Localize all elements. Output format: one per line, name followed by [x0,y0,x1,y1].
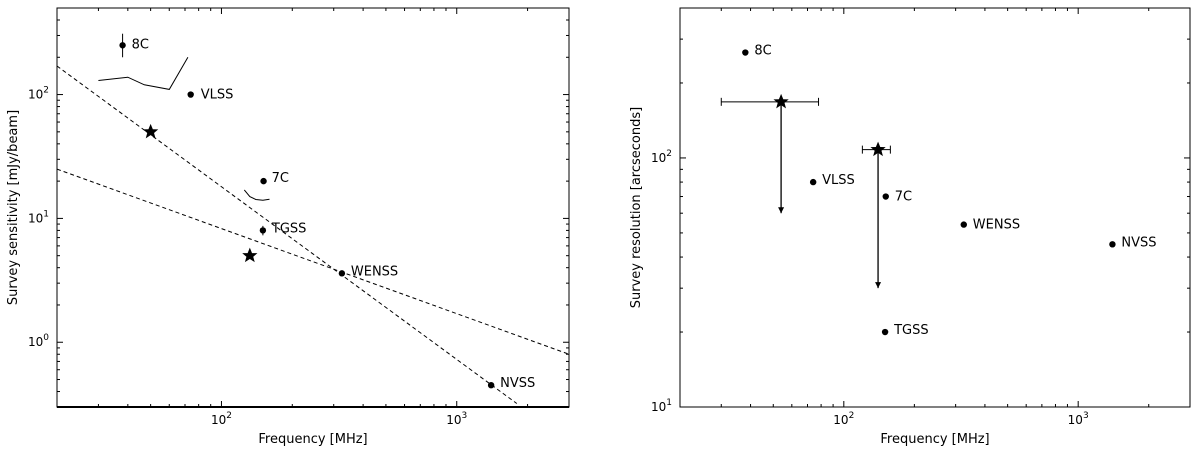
x-tick-label-exponent: 2 [849,411,855,421]
y-tick-label-base: 10 [651,400,666,414]
data-point [338,270,346,277]
x-axis-title: Frequency [MHz] [258,432,367,447]
arrow-head [875,282,882,289]
x-tick-label-base: 10 [833,413,848,427]
x-tick-label: 103 [446,411,467,427]
x-ticks [679,8,1191,407]
sensitivity-curve [243,189,270,201]
star-marker [773,93,789,109]
x-tick-label-exponent: 3 [1083,411,1089,421]
point-label: WENSS [351,264,398,279]
x-tick-label-base: 10 [446,413,461,427]
point-label: 8C [754,44,771,59]
x-ticks [56,8,570,407]
y-tick-label-exponent: 2 [666,149,672,159]
sensitivity-curve [98,57,189,90]
y-tick-label-base: 10 [28,335,43,349]
point-label: WENSS [973,218,1020,233]
arrow-head [778,207,785,214]
point-label: 7C [895,190,912,205]
x-axis-title: Frequency [MHz] [880,432,989,447]
y-ticks [57,7,569,408]
point-label: VLSS [201,88,234,103]
star-marker [870,141,886,157]
data-point [1109,241,1116,248]
y-tick-label: 102 [651,149,672,165]
dashed-fit-line [57,168,569,355]
x-tick-label: 102 [833,411,854,427]
x-tick-label-exponent: 2 [226,411,232,421]
x-tick-label: 102 [211,411,232,427]
data-point [882,193,889,200]
data-point [260,177,267,185]
plot-area [57,33,569,404]
data-point [487,381,495,389]
point-label: TGSS [893,323,929,338]
x-tick-label: 103 [1068,411,1089,427]
data-point [960,221,967,228]
data-point [119,42,126,49]
data-point [809,178,817,186]
y-tick-label: 101 [28,209,49,225]
point-label: NVSS [500,376,535,391]
y-tick-label-exponent: 1 [43,209,49,219]
point-label: 8C [132,37,149,52]
point-label: VLSS [822,173,855,188]
y-tick-label-base: 10 [28,211,43,225]
x-tick-label-base: 10 [211,413,226,427]
point-label: 7C [272,171,289,186]
y-tick-label-base: 10 [651,151,666,165]
data-point [881,328,889,336]
data-point [187,91,194,98]
x-tick-label-base: 10 [1068,413,1083,427]
y-tick-label: 100 [28,333,49,349]
plot-area [720,49,1116,336]
data-point [259,227,267,234]
point-label: TGSS [271,221,307,236]
y-tick-label-exponent: 2 [43,86,49,96]
y-tick-label-base: 10 [28,88,43,102]
y-tick-label-exponent: 0 [43,333,49,343]
star-marker [242,247,258,263]
y-axis-title: Survey resolution [arcseconds] [629,107,644,308]
point-label: NVSS [1121,235,1156,250]
y-tick-label: 102 [28,86,49,102]
y-ticks [680,7,1190,408]
axes-frame [56,7,570,408]
star-marker [143,123,159,139]
y-tick-label-exponent: 1 [666,398,672,408]
x-tick-label-exponent: 3 [462,411,468,421]
data-point [742,49,749,56]
axes-frame [679,7,1191,408]
y-axis-title: Survey sensitivity [mJy/beam] [6,110,21,305]
y-tick-label: 101 [651,398,672,414]
